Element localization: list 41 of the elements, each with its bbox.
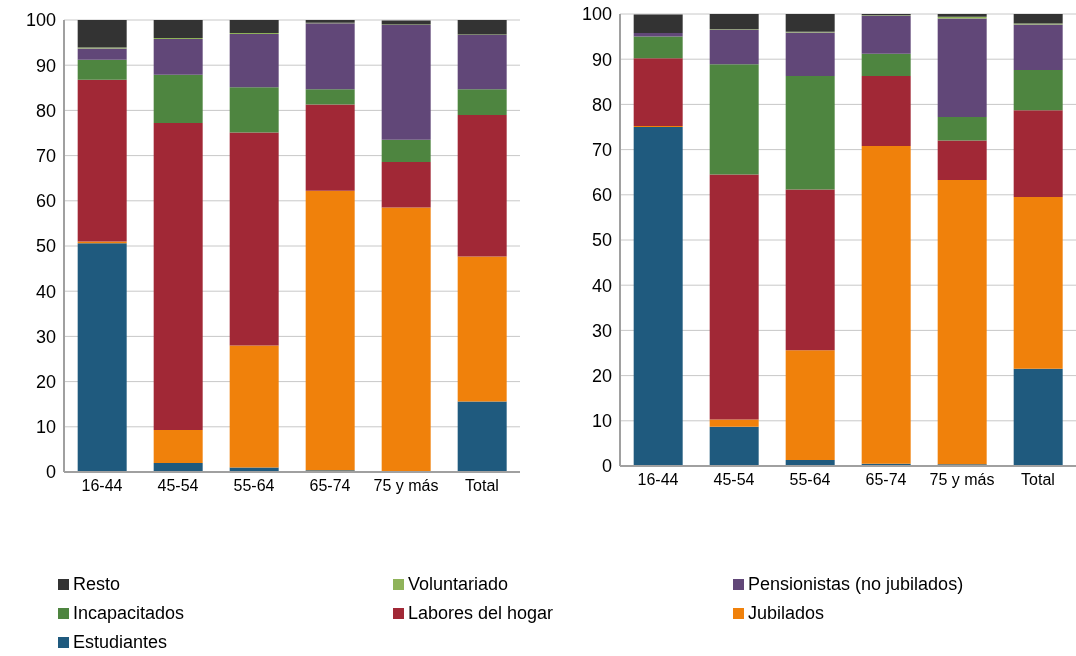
y-tick-label: 80 (591, 94, 612, 115)
y-tick-label: 50 (591, 230, 612, 251)
legend-label: Estudiantes (73, 632, 168, 653)
x-tick-label: 55-64 (789, 471, 831, 489)
y-tick-label: 40 (591, 275, 612, 296)
legend-label: Incapacitados (73, 603, 185, 624)
y-tick-label: 70 (35, 145, 56, 166)
x-tick-label: 75 y más (373, 477, 439, 495)
y-tick-label: 20 (35, 371, 56, 392)
x-tick-label: Total (465, 477, 499, 495)
y-tick-label: 40 (35, 281, 56, 302)
legend-label: Resto (73, 574, 121, 595)
y-tick-label: 0 (601, 456, 612, 477)
y-tick-label: 20 (591, 365, 612, 386)
y-tick-label: 0 (45, 462, 56, 483)
x-tick-label: 45-54 (157, 477, 199, 495)
x-tick-label: 75 y más (929, 471, 995, 489)
y-tick-label: 30 (35, 326, 56, 347)
y-tick-label: 90 (591, 49, 612, 70)
x-tick-label: 16-44 (81, 477, 123, 495)
y-tick-label: 90 (35, 55, 56, 76)
y-tick-label: 70 (591, 139, 612, 160)
x-tick-label: 65-74 (309, 477, 351, 495)
y-tick-label: 10 (591, 411, 612, 432)
legend-label: Voluntariado (408, 574, 509, 595)
y-tick-label: 60 (591, 185, 612, 206)
y-tick-label: 10 (35, 417, 56, 438)
y-tick-label: 80 (35, 100, 56, 121)
x-tick-label: 55-64 (233, 477, 275, 495)
y-tick-label: 100 (581, 4, 612, 25)
legend-label: Labores del hogar (408, 603, 554, 624)
x-tick-label: 65-74 (865, 471, 907, 489)
y-tick-label: 30 (591, 320, 612, 341)
y-tick-label: 60 (35, 191, 56, 212)
y-tick-label: 100 (25, 10, 56, 31)
y-tick-label: 50 (35, 236, 56, 257)
x-tick-label: Total (1021, 471, 1055, 489)
x-tick-label: 16-44 (637, 471, 679, 489)
legend-label: Pensionistas (no jubilados) (748, 574, 964, 595)
x-tick-label: 45-54 (713, 471, 755, 489)
legend-label: Jubilados (748, 603, 825, 624)
